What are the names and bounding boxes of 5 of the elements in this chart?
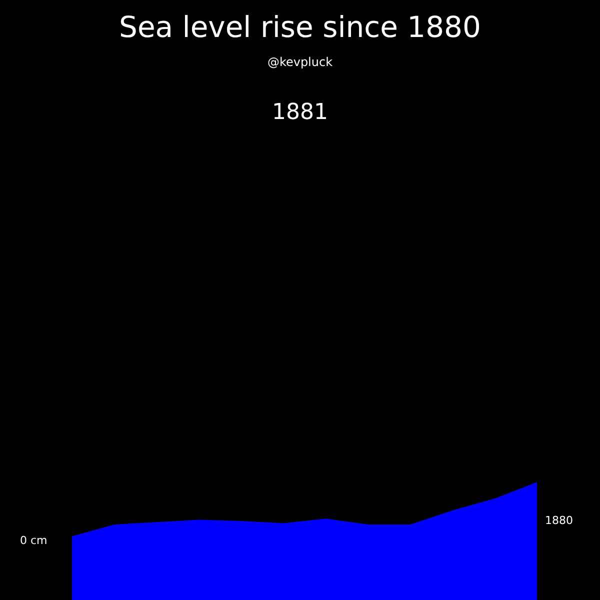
annotation: 1880 bbox=[545, 514, 574, 527]
text: 0 cm bbox=[20, 534, 48, 547]
chart-title: Sea level rise since 1880 bbox=[118, 10, 482, 44]
text: 1881 bbox=[271, 100, 329, 125]
chart-subtitle: @kevpluck bbox=[266, 55, 334, 69]
